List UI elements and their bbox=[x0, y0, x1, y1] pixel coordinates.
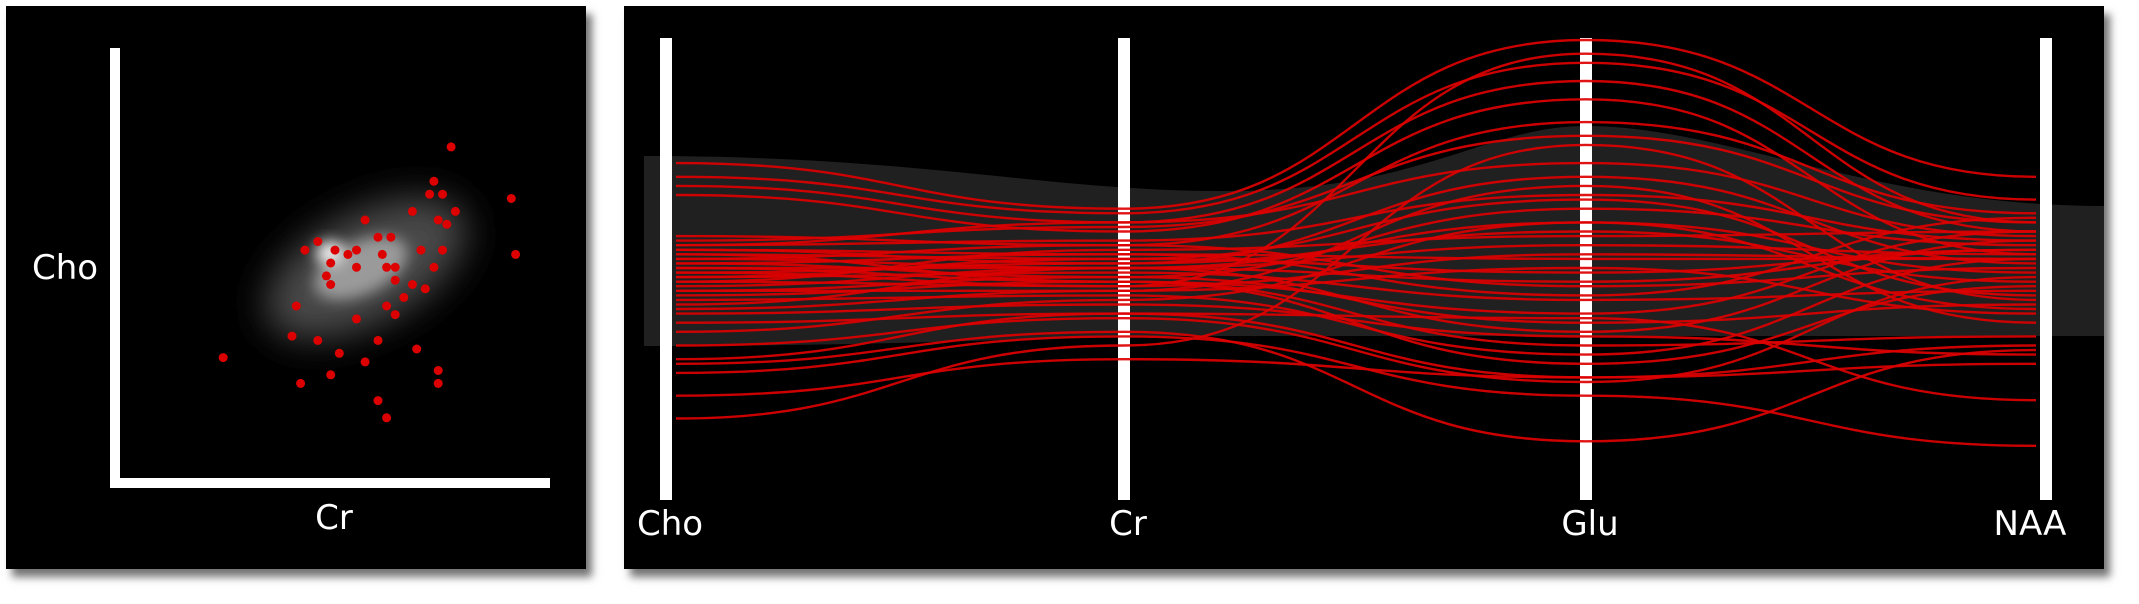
series-line bbox=[675, 61, 2037, 215]
data-point bbox=[300, 245, 310, 255]
parallel-coordinates-panel: Cho Cr Glu NAA bbox=[624, 6, 2104, 569]
series-line bbox=[675, 280, 2037, 347]
data-point bbox=[386, 232, 396, 242]
data-point bbox=[429, 176, 439, 186]
series-line bbox=[675, 330, 2037, 443]
data-point bbox=[352, 262, 361, 272]
data-point bbox=[399, 292, 409, 302]
series-line bbox=[675, 243, 2037, 288]
data-point bbox=[382, 301, 392, 311]
data-point bbox=[438, 189, 447, 199]
density-cloud bbox=[265, 197, 467, 339]
series-line bbox=[675, 303, 2037, 356]
data-point bbox=[382, 262, 392, 272]
axis-labels: Cho Cr Glu NAA bbox=[637, 504, 2067, 544]
data-point bbox=[416, 245, 426, 255]
data-point bbox=[326, 370, 336, 380]
parallel-axis-label: Cr bbox=[1109, 504, 1147, 544]
data-point bbox=[330, 245, 340, 255]
parallel-axis-line bbox=[660, 38, 672, 500]
axes bbox=[660, 38, 2052, 500]
data-point bbox=[390, 310, 400, 320]
series-line bbox=[675, 312, 2037, 379]
data-point bbox=[433, 366, 443, 375]
data-point bbox=[291, 301, 301, 311]
series-line bbox=[675, 248, 2037, 306]
data-point bbox=[429, 262, 439, 272]
data-point bbox=[326, 258, 336, 268]
data-point bbox=[420, 284, 430, 294]
series-line bbox=[675, 79, 2037, 233]
series-line bbox=[675, 344, 2037, 397]
series-line bbox=[675, 312, 2037, 402]
data-point bbox=[296, 378, 306, 388]
series-line bbox=[675, 335, 2037, 447]
data-point bbox=[446, 142, 456, 152]
data-point bbox=[343, 249, 353, 259]
y-axis-label: Cho bbox=[32, 248, 98, 288]
data-point bbox=[377, 249, 387, 259]
data-point bbox=[313, 335, 323, 345]
data-point bbox=[287, 331, 297, 341]
data-point bbox=[373, 335, 383, 345]
data-point bbox=[321, 271, 331, 281]
series-line bbox=[675, 161, 2037, 247]
series-line bbox=[675, 184, 2037, 324]
series-line bbox=[675, 230, 2037, 283]
data-point bbox=[313, 237, 323, 246]
data-point bbox=[433, 378, 443, 388]
parallel-axis-label: Glu bbox=[1561, 504, 1618, 544]
data-point bbox=[407, 280, 417, 289]
x-axis-line bbox=[110, 478, 550, 488]
x-axis-label: Cr bbox=[315, 498, 353, 538]
data-point bbox=[352, 314, 361, 324]
data-point bbox=[382, 413, 392, 423]
data-point bbox=[425, 189, 435, 199]
y-axis-line bbox=[110, 48, 120, 488]
series-line bbox=[675, 207, 2037, 279]
polylines bbox=[675, 38, 2037, 447]
series-line bbox=[675, 253, 2037, 366]
data-point bbox=[360, 215, 370, 225]
data-point bbox=[438, 245, 447, 255]
series-line bbox=[675, 221, 2037, 333]
data-point bbox=[334, 348, 344, 358]
data-point bbox=[326, 280, 336, 289]
data-point bbox=[360, 357, 370, 367]
parallel-axis-label: Cho bbox=[637, 504, 703, 544]
data-point bbox=[407, 206, 417, 216]
series-line bbox=[675, 52, 2037, 288]
series-line bbox=[675, 266, 2037, 315]
series-line bbox=[675, 143, 2037, 420]
data-points bbox=[218, 142, 521, 423]
scatter-plot: Cho Cr bbox=[32, 48, 550, 538]
data-point bbox=[433, 215, 443, 225]
series-line bbox=[675, 198, 2037, 297]
series-line bbox=[675, 38, 2037, 210]
data-point bbox=[442, 219, 452, 229]
series-line bbox=[675, 275, 2037, 384]
data-point bbox=[390, 275, 400, 285]
scatter-plot-panel: Cho Cr bbox=[6, 6, 586, 569]
data-point bbox=[450, 206, 460, 216]
data-point bbox=[511, 249, 521, 259]
series-line bbox=[675, 271, 2037, 302]
data-point bbox=[412, 344, 422, 354]
parallel-coordinates-plot: Cho Cr Glu NAA bbox=[637, 38, 2104, 544]
series-line bbox=[675, 275, 2037, 324]
data-point bbox=[373, 232, 383, 242]
data-point bbox=[373, 396, 383, 406]
data-point bbox=[390, 262, 400, 272]
data-point bbox=[218, 353, 228, 363]
parallel-axis-line bbox=[2040, 38, 2052, 500]
parallel-axis-label: NAA bbox=[1994, 504, 2067, 544]
data-point bbox=[352, 245, 361, 255]
data-point bbox=[506, 194, 516, 203]
